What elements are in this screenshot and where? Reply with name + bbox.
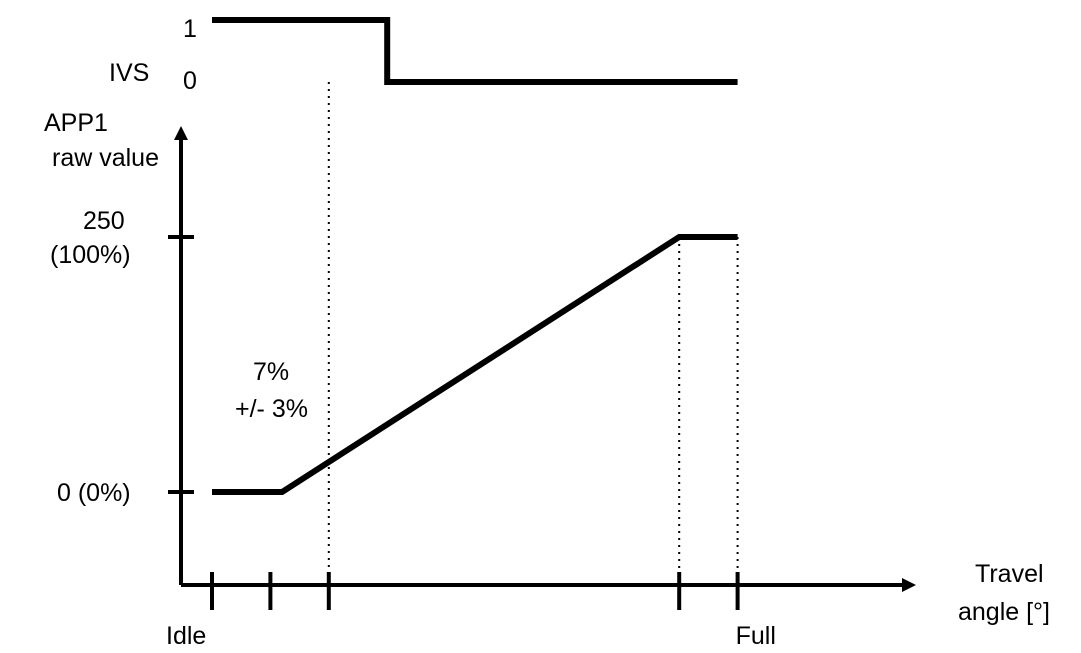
app1-line — [212, 234, 738, 495]
y-tick-label-250-pct: (100%) — [50, 241, 131, 269]
x-tick-label-full: Full — [736, 622, 776, 650]
ivs-label: IVS — [109, 59, 149, 87]
ivs-tick-label-0: 0 — [183, 67, 197, 95]
y-tick-label-250: 250 — [83, 207, 125, 235]
annotation-line2: +/- 3% — [235, 395, 308, 423]
annotation-line1: 7% — [253, 358, 289, 386]
y-axis-label-line2: raw value — [52, 144, 159, 172]
x-axis-label-line1: Travel — [975, 560, 1044, 588]
x-tick-label-idle: Idle — [166, 622, 206, 650]
dotted-guides — [327, 82, 739, 585]
ivs-line — [212, 17, 738, 85]
y-tick-label-0: 0 (0%) — [57, 479, 131, 507]
ivs-tick-label-1: 1 — [183, 15, 197, 43]
x-axis-label-line2: angle [°] — [958, 598, 1050, 626]
x-ticks — [210, 572, 740, 610]
y-axis-label-line1: APP1 — [44, 109, 108, 137]
